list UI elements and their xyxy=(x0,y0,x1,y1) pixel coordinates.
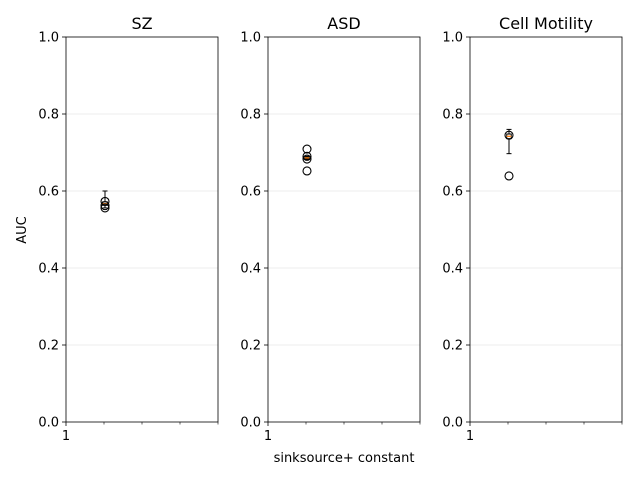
y-tick-label: 1.0 xyxy=(442,31,463,46)
y-tick-label: 1.0 xyxy=(240,31,261,46)
y-tick-label: 0.6 xyxy=(240,185,261,200)
panel-title: Cell Motility xyxy=(499,14,593,33)
panels: SZ 0.0 0.2 0.4 0.6 0.8 1.0 1 ASD 0.0 0.2 0.4 0.6 0.8 1… xyxy=(38,14,623,444)
panel-title: ASD xyxy=(327,14,360,33)
y-tick-label: 0.2 xyxy=(240,339,261,354)
x-tick-label: 1 xyxy=(264,429,272,444)
outlier-point xyxy=(302,151,312,161)
y-tick-label: 0.0 xyxy=(38,416,59,431)
y-tick-label: 0.2 xyxy=(442,339,463,354)
panel-3: Cell Motility 0.0 0.2 0.4 0.6 0.8 1.0 1 xyxy=(442,14,623,444)
y-tick-label: 0.4 xyxy=(442,262,463,277)
axes-frame xyxy=(267,36,421,423)
x-tick-label: 1 xyxy=(466,429,474,444)
y-tick-label: 0.8 xyxy=(240,108,261,123)
y-tick-label: 0.8 xyxy=(38,108,59,123)
y-axis-label: AUC xyxy=(15,216,30,244)
outlier-point xyxy=(504,171,514,181)
y-tick-label: 0.4 xyxy=(240,262,261,277)
outlier-point xyxy=(100,203,110,213)
x-tick-label: 1 xyxy=(62,429,70,444)
panel-title: SZ xyxy=(131,14,152,33)
axes-frame xyxy=(469,36,623,423)
panel-2: ASD 0.0 0.2 0.4 0.6 0.8 1.0 1 xyxy=(240,14,421,444)
y-tick-label: 0.6 xyxy=(442,185,463,200)
outlier-point xyxy=(504,130,514,140)
y-tick-label: 0.6 xyxy=(38,185,59,200)
x-axis-label: sinksource+ constant xyxy=(274,451,415,466)
y-tick-label: 0.8 xyxy=(442,108,463,123)
y-tick-label: 1.0 xyxy=(38,31,59,46)
y-tick-label: 0.2 xyxy=(38,339,59,354)
outlier-point xyxy=(302,154,312,164)
axes-frame xyxy=(65,36,219,423)
panel-1: SZ 0.0 0.2 0.4 0.6 0.8 1.0 1 xyxy=(38,14,219,444)
y-tick-label: 0.0 xyxy=(240,416,261,431)
outlier-point xyxy=(302,144,312,154)
y-tick-label: 0.0 xyxy=(442,416,463,431)
outlier-point xyxy=(100,201,110,211)
outlier-point xyxy=(100,196,110,206)
outlier-point xyxy=(302,166,312,176)
y-tick-label: 0.4 xyxy=(38,262,59,277)
